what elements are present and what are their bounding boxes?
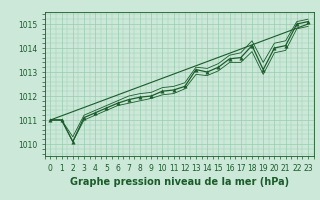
X-axis label: Graphe pression niveau de la mer (hPa): Graphe pression niveau de la mer (hPa) — [70, 177, 289, 187]
